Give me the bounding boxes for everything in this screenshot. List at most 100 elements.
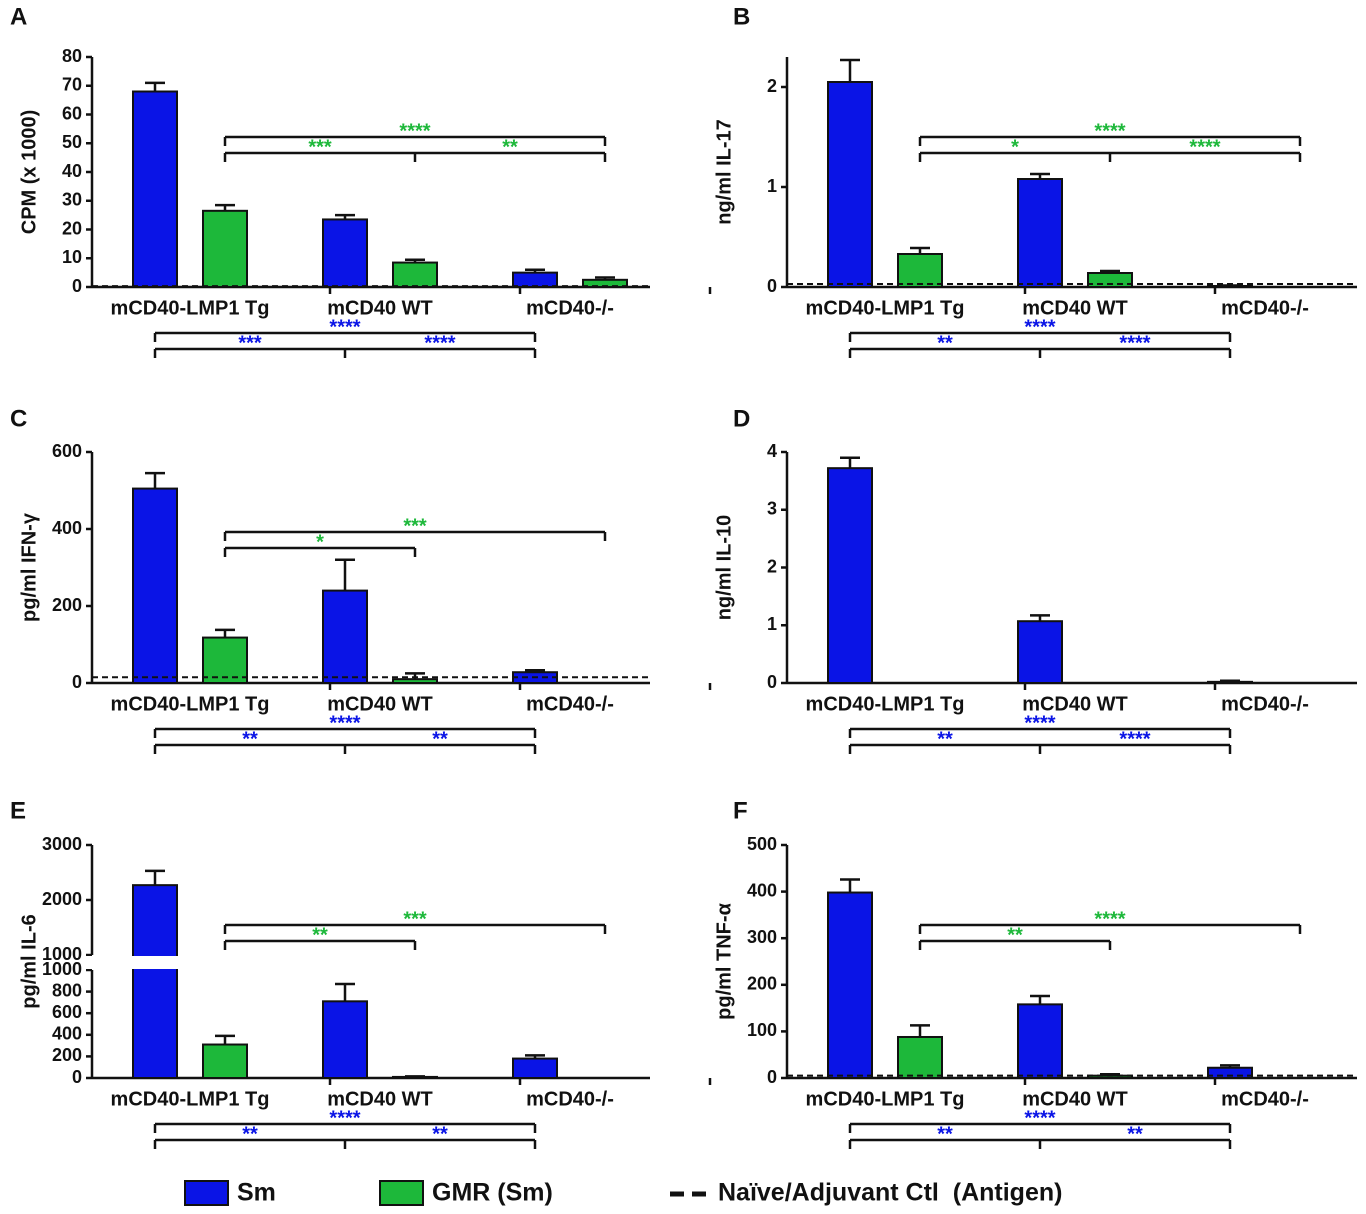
y-tick-label: 2000 [42, 889, 82, 909]
bar [827, 81, 873, 288]
bar [897, 253, 943, 288]
y-tick-label: 0 [72, 672, 82, 692]
x-tick-label: mCD40 WT [1022, 1088, 1128, 1110]
x-tick-label: mCD40 WT [327, 297, 433, 319]
significance-label: **** [1024, 316, 1055, 338]
significance-label: ** [502, 136, 518, 158]
x-tick-label: mCD40-LMP1 Tg [806, 297, 965, 319]
x-tick-label: mCD40-LMP1 Tg [111, 1088, 270, 1110]
error-bar [405, 1075, 425, 1078]
error-bar [525, 268, 545, 273]
error-bar [335, 558, 355, 591]
bar [392, 678, 438, 685]
x-tick-label: mCD40-/- [1221, 297, 1309, 319]
error-bar [1220, 284, 1240, 287]
error-bar [145, 81, 165, 92]
error-bar [1220, 1064, 1240, 1068]
significance-label: **** [1119, 332, 1150, 354]
significance-label: **** [329, 1107, 360, 1129]
y-tick-label: 500 [747, 834, 777, 854]
y-tick-label: 100 [747, 1020, 777, 1040]
y-axis-label: CPM (x 1000) [18, 110, 40, 235]
error-bar [215, 628, 235, 638]
bar [392, 261, 438, 288]
significance-label: ** [937, 728, 953, 750]
y-tick-label: 70 [62, 75, 82, 95]
significance-label: ** [242, 728, 258, 750]
error-bar [215, 203, 235, 211]
bar [132, 90, 178, 288]
legend-swatch [379, 1180, 424, 1206]
x-tick-label: mCD40-LMP1 Tg [806, 693, 965, 715]
legend-label: Naïve/Adjuvant Ctl (Antigen) [718, 1179, 1062, 1207]
error-bar [595, 276, 615, 280]
y-tick-label: 400 [52, 1024, 82, 1044]
bar [1017, 178, 1063, 288]
panel-letter: E [10, 797, 26, 824]
bar [1017, 620, 1063, 685]
axis-break [84, 956, 184, 969]
y-tick-label: 4 [767, 441, 777, 461]
y-tick-label: 200 [747, 974, 777, 994]
error-bar [1100, 269, 1120, 273]
error-bar [1030, 994, 1050, 1005]
bar [132, 884, 178, 1080]
significance-label: ** [937, 332, 953, 354]
panel-letter: F [733, 797, 748, 824]
significance-label: **** [329, 712, 360, 734]
x-tick-label: mCD40-/- [526, 1088, 614, 1110]
significance-label: *** [238, 332, 262, 354]
error-bar [335, 982, 355, 1002]
error-bar [1030, 172, 1050, 179]
bar [1207, 680, 1253, 684]
error-bar [910, 246, 930, 254]
panel-letter: D [733, 405, 750, 432]
error-bar [145, 869, 165, 886]
bar [512, 1057, 558, 1080]
x-tick-label: mCD40-/- [1221, 693, 1309, 715]
bar [202, 636, 248, 685]
y-tick-label: 0 [767, 672, 777, 692]
y-tick-label: 1000 [42, 944, 82, 964]
x-tick-label: mCD40-LMP1 Tg [111, 297, 270, 319]
y-axis-label: ng/ml IL-10 [713, 515, 735, 621]
error-bar [840, 58, 860, 82]
bar [827, 891, 873, 1079]
significance-label: **** [424, 332, 455, 354]
significance-label: *** [403, 515, 427, 537]
y-tick-label: 80 [62, 46, 82, 66]
significance-label: *** [403, 908, 427, 930]
y-tick-label: 10 [62, 247, 82, 267]
significance-label: ** [432, 728, 448, 750]
y-tick-label: 600 [52, 1002, 82, 1022]
significance-label: * [316, 531, 324, 553]
bar [322, 218, 368, 288]
x-tick-label: mCD40 WT [1022, 693, 1128, 715]
bar [1017, 1003, 1063, 1080]
y-axis-label: ng/ml IL-17 [713, 119, 735, 225]
significance-label: **** [1094, 120, 1125, 142]
significance-label: ** [242, 1123, 258, 1145]
bar [897, 1035, 943, 1079]
y-tick-label: 50 [62, 132, 82, 152]
panel-letter: A [10, 3, 27, 30]
significance-label: * [1011, 136, 1019, 158]
error-bar [525, 669, 545, 673]
significance-label: **** [1189, 136, 1220, 158]
x-tick-label: mCD40-/- [526, 297, 614, 319]
y-tick-label: 400 [747, 880, 777, 900]
x-tick-label: mCD40 WT [327, 693, 433, 715]
error-bar [215, 1034, 235, 1045]
error-bar [405, 258, 425, 263]
y-tick-label: 300 [747, 927, 777, 947]
significance-label: ** [937, 1123, 953, 1145]
x-tick-label: mCD40-/- [1221, 1088, 1309, 1110]
significance-label: ** [1007, 924, 1023, 946]
y-tick-label: 2 [767, 76, 777, 96]
bar [322, 589, 368, 684]
significance-label: **** [1119, 728, 1150, 750]
y-tick-label: 0 [72, 1067, 82, 1087]
significance-label: **** [329, 316, 360, 338]
legend-label: GMR (Sm) [432, 1179, 553, 1207]
y-tick-label: 1 [767, 176, 777, 196]
